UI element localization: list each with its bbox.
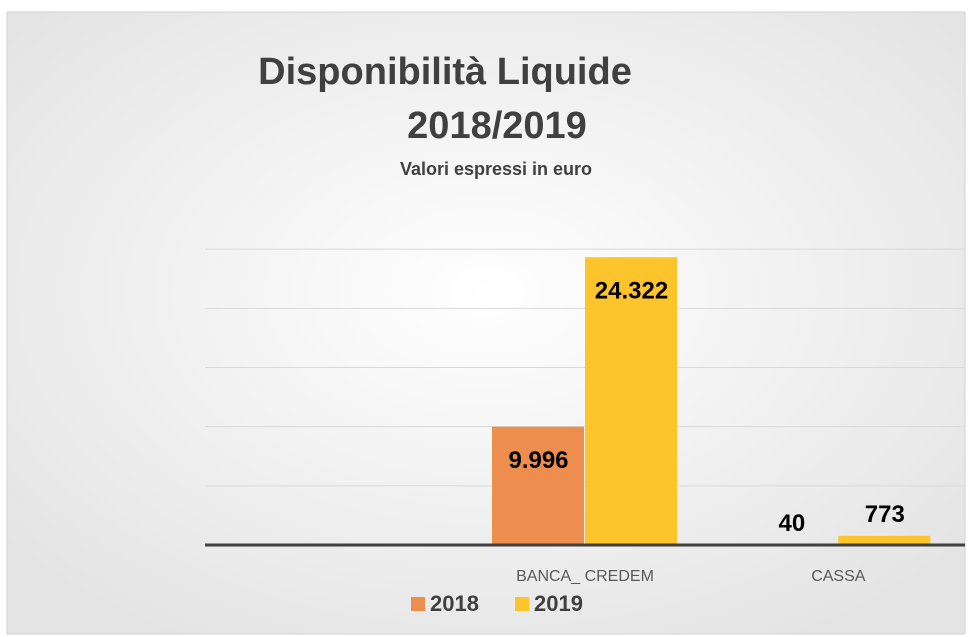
chart-title: Disponibilità Liquide bbox=[258, 51, 632, 93]
legend-swatch bbox=[515, 597, 529, 611]
x-tick-label: CASSA bbox=[811, 568, 866, 585]
legend-label: 2018 bbox=[430, 591, 479, 616]
data-label: 773 bbox=[865, 501, 905, 528]
legend-swatch bbox=[411, 597, 425, 611]
chart-title: 2018/2019 bbox=[407, 105, 587, 147]
chart-subtitle: Valori espressi in euro bbox=[400, 159, 592, 179]
data-label: 40 bbox=[778, 510, 805, 537]
bar bbox=[585, 257, 677, 545]
x-tick-label: BANCA_ CREDEM bbox=[516, 568, 654, 585]
bar bbox=[492, 426, 584, 545]
data-label: 24.322 bbox=[595, 278, 668, 305]
data-label: 9.996 bbox=[508, 447, 568, 474]
bar bbox=[838, 535, 931, 545]
legend-label: 2019 bbox=[534, 591, 583, 616]
chart-background bbox=[6, 11, 966, 635]
